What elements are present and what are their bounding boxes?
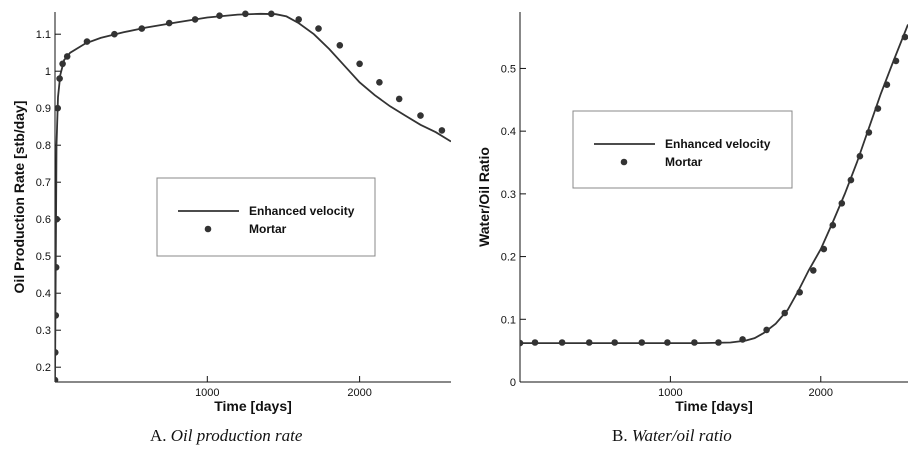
y-tick-label: 0.5 <box>36 251 51 263</box>
y-tick-label: 0.3 <box>36 325 51 337</box>
caption-a: A. Oil production rate <box>150 426 302 446</box>
y-tick-label: 0.2 <box>501 252 516 264</box>
y-axis-title: Water/Oil Ratio <box>476 147 492 247</box>
chart-oil-production-rate: 0.2 0.3 0.4 0.5 0.6 0.7 0.8 0.9 1 1.1 1000 2000 Time… <box>11 10 451 414</box>
mortar-marker <box>611 339 618 346</box>
mortar-marker <box>438 127 446 134</box>
x-tick-label: 1000 <box>195 387 219 399</box>
mortar-marker <box>856 152 864 160</box>
y-tick-label: 0.8 <box>36 140 51 152</box>
mortar-marker <box>715 339 722 346</box>
legend: Enhanced velocity Mortar <box>156 177 376 257</box>
mortar-marker <box>55 264 60 271</box>
mortar-marker <box>216 12 223 19</box>
mortar-marker <box>242 10 249 18</box>
mortar-marker <box>865 129 873 136</box>
mortar-marker <box>59 60 66 68</box>
mortar-marker <box>820 245 828 253</box>
mortar-marker <box>295 16 303 23</box>
legend-marker-swatch <box>204 225 212 233</box>
mortar-marker <box>691 339 698 346</box>
mortar-marker <box>796 289 803 296</box>
mortar-marker <box>111 30 118 38</box>
x-tick-label: 1000 <box>658 387 682 399</box>
legend-box <box>156 177 376 257</box>
mortar-marker <box>883 81 891 88</box>
y-tick-label: 0.3 <box>501 189 516 201</box>
mortar-marker <box>520 339 524 347</box>
mortar-marker <box>336 42 344 49</box>
y-tick-label: 0.4 <box>36 288 51 300</box>
mortar-marker <box>810 267 817 274</box>
y-tick-label: 1.1 <box>36 29 51 41</box>
mortar-marker <box>838 200 846 207</box>
mortar-marker <box>901 33 908 41</box>
mortar-marker <box>829 221 837 229</box>
x-tick-label: 2000 <box>347 387 371 399</box>
caption-a-letter: A. <box>150 426 167 445</box>
mortar-marker <box>638 339 646 346</box>
mortar-marker <box>847 176 855 184</box>
mortar-marker <box>664 339 671 346</box>
legend-label-enhanced-velocity: Enhanced velocity <box>249 204 355 218</box>
mortar-marker <box>417 112 424 119</box>
y-tick-label: 0.4 <box>501 126 516 138</box>
mortar-marker <box>165 19 173 27</box>
mortar-marker <box>356 60 363 68</box>
caption-b-letter: B. <box>612 426 628 445</box>
mortar-marker <box>874 105 882 112</box>
y-tick-label: 0.1 <box>501 314 516 326</box>
series-line-enhanced-velocity <box>55 12 451 382</box>
mortar-marker <box>376 79 383 86</box>
y-tick-label: 0.9 <box>36 103 51 115</box>
legend-marker-swatch <box>620 158 628 166</box>
mortar-marker <box>531 339 539 346</box>
x-tick-label: 2000 <box>809 387 833 399</box>
x-axis-title: Time [days] <box>675 398 753 414</box>
chart-water-oil-ratio: 0 0.1 0.2 0.3 0.4 0.5 1000 2000 Time [days] Water… <box>476 12 908 414</box>
mortar-marker <box>55 215 61 223</box>
mortar-marker <box>781 309 788 317</box>
mortar-marker <box>55 312 60 319</box>
y-tick-label: 0.6 <box>36 214 51 226</box>
y-tick-label: 0.7 <box>36 177 51 189</box>
y-tick-label: 0.2 <box>36 362 51 374</box>
y-tick-label: 1 <box>45 66 51 78</box>
legend-label-mortar: Mortar <box>249 222 287 236</box>
mortar-marker <box>315 25 322 32</box>
mortar-marker <box>585 339 593 346</box>
caption-a-text: Oil production rate <box>170 426 303 445</box>
legend-label-enhanced-velocity: Enhanced velocity <box>665 137 771 151</box>
mortar-marker <box>763 326 770 334</box>
caption-b: B. Water/oil ratio <box>612 426 732 446</box>
plot-area <box>520 24 908 347</box>
mortar-marker <box>395 95 403 103</box>
y-tick-label: 0 <box>510 377 516 389</box>
x-axis-title: Time [days] <box>214 398 292 414</box>
mortar-marker <box>55 349 59 356</box>
legend-label-mortar: Mortar <box>665 155 703 169</box>
y-axis-title: Oil Production Rate [stb/day] <box>11 101 27 294</box>
mortar-marker <box>63 53 71 60</box>
mortar-marker <box>56 75 63 82</box>
mortar-marker <box>138 25 146 32</box>
mortar-marker <box>558 339 566 346</box>
y-tick-label: 0.5 <box>501 63 516 75</box>
mortar-marker <box>55 104 61 112</box>
mortar-marker <box>739 336 746 343</box>
legend: Enhanced velocity Mortar <box>572 110 793 189</box>
caption-b-text: Water/oil ratio <box>631 426 732 445</box>
mortar-marker <box>892 57 900 65</box>
mortar-marker <box>83 38 91 45</box>
mortar-marker <box>268 10 275 18</box>
mortar-marker <box>55 376 59 382</box>
plot-area <box>55 10 451 382</box>
legend-box <box>572 110 793 189</box>
mortar-marker <box>191 16 199 23</box>
